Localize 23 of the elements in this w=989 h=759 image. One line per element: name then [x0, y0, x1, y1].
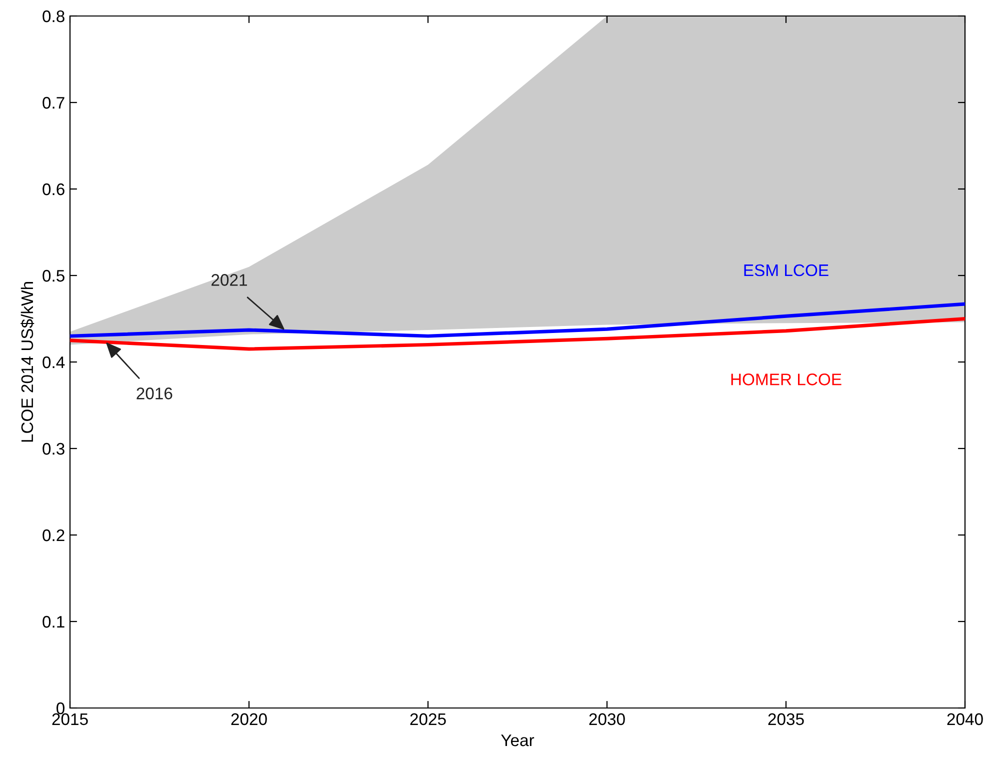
annotation: 2016	[136, 388, 172, 400]
x-axis-title: Year	[501, 734, 534, 746]
x-tick-label: 2015	[52, 713, 88, 726]
line-series	[70, 317, 965, 351]
x-tick-label: 2020	[231, 713, 267, 726]
y-tick-label: 0.1	[42, 616, 64, 628]
x-tick-label: 2040	[947, 713, 983, 726]
text: HOMER LCOE	[731, 374, 842, 386]
line-series	[70, 302, 965, 338]
y-tick-label: 0.2	[42, 529, 64, 542]
y-tick-label: 0.7	[42, 96, 64, 109]
x-tick-label: 2025	[410, 713, 446, 726]
x-tick-label: 2035	[768, 713, 804, 726]
annotation: 2021	[212, 274, 247, 286]
y-tick-label: 0	[56, 702, 64, 714]
y-tick-label: 0.6	[42, 183, 64, 196]
y-tick-label: 0.8	[42, 10, 64, 22]
y-tick-label: 0.3	[42, 442, 64, 455]
y-tick-label: 0.4	[42, 356, 65, 368]
y-axis-title: LCOE 2014 US$/kWh	[20, 282, 34, 442]
text: ESM LCOE	[744, 264, 828, 276]
x-tick-label: 2030	[589, 713, 625, 726]
y-tick-label: 0.5	[42, 270, 64, 282]
